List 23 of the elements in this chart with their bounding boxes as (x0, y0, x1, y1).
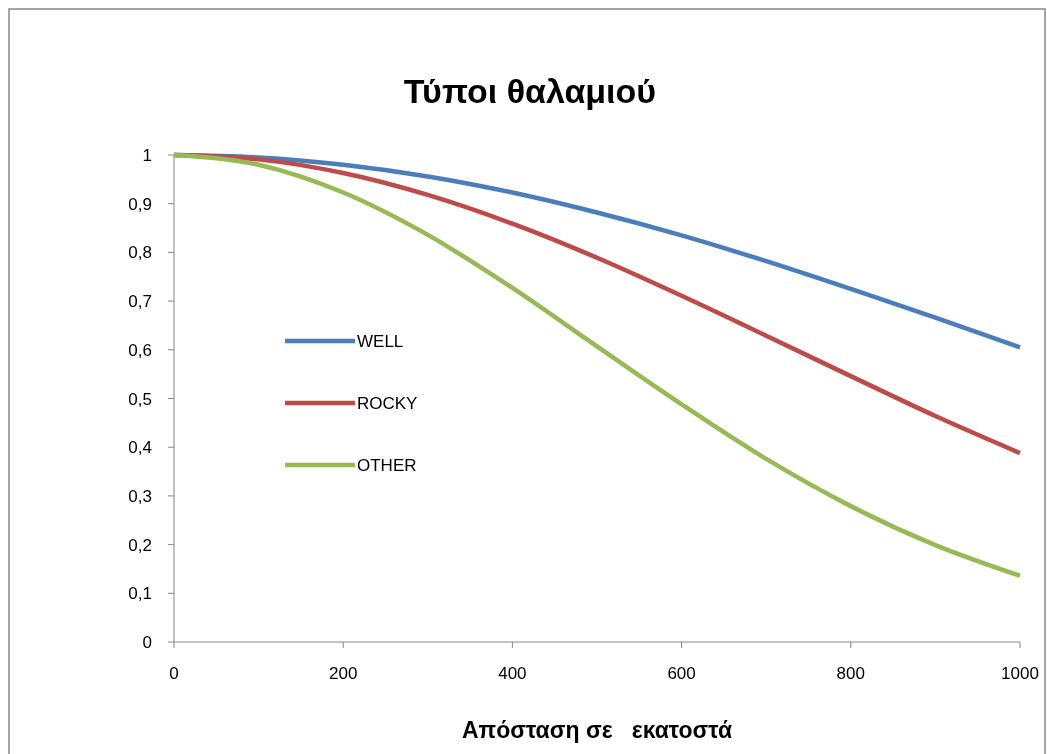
y-tick-label: 0,7 (128, 292, 152, 312)
y-tick-label: 0,8 (128, 243, 152, 263)
x-axis-title: Απόσταση σε εκατοστά (461, 717, 733, 743)
x-tick-label: 1000 (1001, 664, 1039, 683)
legend-label: ROCKY (357, 394, 418, 413)
y-tick-label: 0,2 (128, 535, 152, 555)
y-tick-label: 0 (142, 633, 152, 652)
y-tick-label: 0,3 (128, 486, 152, 506)
y-tick-label: 0,1 (128, 584, 152, 604)
y-tick-label: 0,9 (128, 194, 152, 214)
legend-label: WELL (357, 332, 404, 351)
y-tick-label: 0,4 (128, 438, 152, 458)
x-tick-label: 800 (836, 664, 865, 683)
y-tick-label: 0,5 (128, 389, 152, 409)
x-tick-label: 600 (667, 664, 696, 683)
legend-label: OTHER (357, 456, 417, 475)
line-series (171, 152, 1023, 579)
x-tick-label: 200 (329, 664, 358, 683)
y-tick-label: 0,6 (128, 340, 152, 360)
x-tick-label: 400 (498, 664, 527, 683)
chart-title: Τύποι θαλαμιού (403, 72, 657, 110)
x-tick-label: 0 (169, 664, 179, 683)
y-tick-label: 1 (142, 146, 152, 165)
